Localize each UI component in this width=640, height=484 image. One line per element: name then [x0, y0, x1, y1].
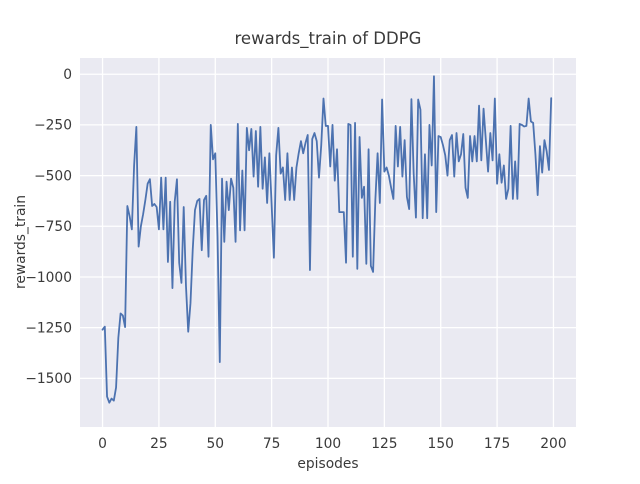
y-tick-label: −1000: [25, 270, 72, 286]
x-tick-labels: 0 25 50 75 100 125 150 175 200: [98, 436, 566, 452]
x-tick-label: 150: [428, 436, 454, 452]
x-tick-label: 25: [150, 436, 168, 452]
y-tick-label: −750: [34, 219, 72, 235]
y-axis-label: rewards_train: [13, 195, 29, 289]
x-tick-label: 175: [484, 436, 510, 452]
y-tick-label: 0: [63, 67, 72, 83]
x-tick-label: 200: [540, 436, 566, 452]
chart-title: rewards_train of DDPG: [235, 29, 422, 49]
rewards-train-line: [101, 75, 553, 404]
x-tick-label: 50: [206, 436, 224, 452]
x-tick-label: 100: [315, 436, 341, 452]
x-tick-label: 75: [263, 436, 281, 452]
gridlines: [80, 58, 576, 427]
y-tick-label: −250: [34, 118, 72, 134]
x-axis-label: episodes: [297, 456, 358, 472]
y-tick-label: −1500: [25, 371, 72, 387]
x-tick-label: 125: [371, 436, 397, 452]
y-tick-label: −1250: [25, 320, 72, 336]
data-line-layer: [101, 75, 553, 404]
y-tick-label: −500: [34, 168, 72, 184]
y-tick-labels: 0 −250 −500 −750 −1000 −1250 −1500: [25, 67, 72, 387]
x-tick-label: 0: [98, 436, 107, 452]
